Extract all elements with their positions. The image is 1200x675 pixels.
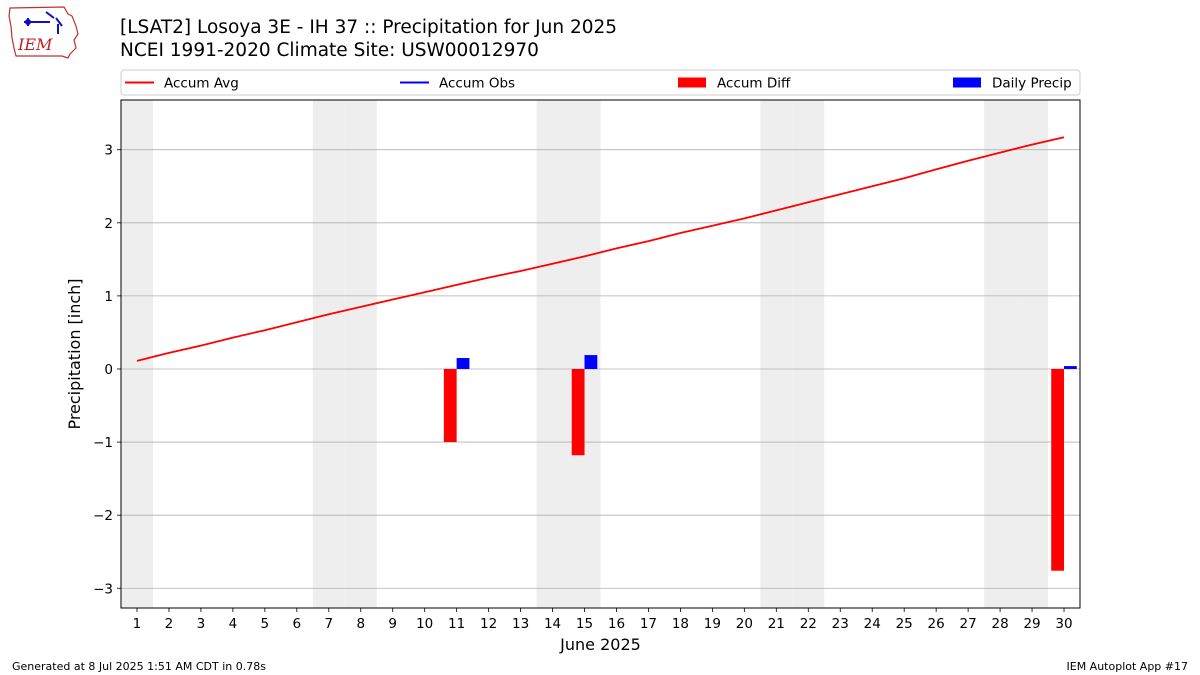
y-tick-label: 1 — [104, 289, 113, 305]
weekend-shade-day-1 — [121, 100, 153, 608]
iowa-map-outline — [8, 6, 79, 59]
x-tick-label: 18 — [672, 616, 689, 632]
y-tick-label: 3 — [104, 143, 113, 159]
accum-diff-bar — [1051, 368, 1065, 571]
x-tick-label: 14 — [544, 616, 561, 632]
x-tick-label: 11 — [448, 616, 465, 632]
weekend-shade-day-22 — [792, 100, 825, 608]
x-tick-label: 23 — [832, 616, 849, 632]
x-axis-label: June 2025 — [559, 635, 641, 654]
weekend-shade-day-15 — [568, 100, 601, 608]
logo-text: IEM — [17, 35, 53, 54]
x-tick-label: 30 — [1055, 616, 1072, 632]
x-tick-label: 29 — [1023, 616, 1040, 632]
legend-swatch-accum-diff — [678, 77, 706, 88]
daily-precip-bar — [1064, 366, 1077, 369]
x-tick-label: 24 — [864, 616, 881, 632]
x-tick-label: 3 — [197, 616, 206, 632]
x-tick-label: 16 — [608, 616, 625, 632]
x-tick-label: 1 — [133, 616, 142, 632]
legend-label-accum-obs: Accum Obs — [439, 76, 515, 92]
x-tick-label: 25 — [896, 616, 913, 632]
x-tick-label: 9 — [388, 616, 397, 632]
y-tick-label: −2 — [93, 508, 113, 524]
daily-precip-bar — [584, 355, 598, 369]
legend-swatch-daily-precip — [953, 77, 981, 88]
weekend-shade-day-8 — [344, 100, 377, 608]
legend-box — [120, 69, 1081, 96]
x-tick-label: 10 — [416, 616, 433, 632]
legend-label-accum-diff: Accum Diff — [717, 76, 791, 92]
iem-logo: IEM — [8, 6, 79, 59]
y-tick-label: 2 — [104, 216, 113, 232]
chart-subtitle: NCEI 1991-2020 Climate Site: USW00012970 — [120, 40, 539, 61]
accum-diff-bar — [571, 368, 585, 456]
x-tick-label: 2 — [165, 616, 174, 632]
weekend-shade-day-28 — [984, 100, 1017, 608]
accum-avg-line — [136, 136, 1065, 362]
daily-precip-bar — [456, 358, 470, 369]
x-tick-label: 22 — [800, 616, 817, 632]
x-tick-label: 21 — [768, 616, 785, 632]
weekend-shade-day-21 — [760, 100, 793, 608]
accum-diff-bar — [443, 368, 457, 443]
weekend-shade-day-7 — [312, 100, 345, 608]
x-tick-label: 5 — [261, 616, 270, 632]
x-tick-label: 17 — [640, 616, 657, 632]
weekend-shade-day-14 — [536, 100, 569, 608]
chart-title: [LSAT2] Losoya 3E - IH 37 :: Precipitati… — [120, 17, 618, 38]
footer-generated: Generated at 8 Jul 2025 1:51 AM CDT in 0… — [12, 660, 266, 673]
x-tick-label: 26 — [928, 616, 945, 632]
y-tick-label: −1 — [93, 435, 113, 451]
x-tick-label: 13 — [512, 616, 529, 632]
x-tick-label: 7 — [324, 616, 333, 632]
x-tick-label: 19 — [704, 616, 721, 632]
x-tick-label: 8 — [356, 616, 365, 632]
footer-app-id: IEM Autoplot App #17 — [1066, 660, 1189, 673]
x-tick-label: 4 — [229, 616, 238, 632]
y-axis-label: Precipitation [inch] — [65, 278, 84, 429]
x-tick-label: 28 — [991, 616, 1008, 632]
y-tick-label: 0 — [104, 362, 113, 378]
x-tick-label: 6 — [293, 616, 302, 632]
x-tick-label: 20 — [736, 616, 753, 632]
legend-label-daily-precip: Daily Precip — [992, 76, 1072, 92]
y-tick-label: −3 — [93, 581, 113, 597]
plot-frame — [120, 99, 1081, 609]
weekend-shade-day-29 — [1016, 100, 1049, 608]
legend-label-accum-avg: Accum Avg — [164, 76, 239, 92]
x-tick-label: 12 — [480, 616, 497, 632]
x-tick-label: 15 — [576, 616, 593, 632]
x-tick-label: 27 — [960, 616, 977, 632]
